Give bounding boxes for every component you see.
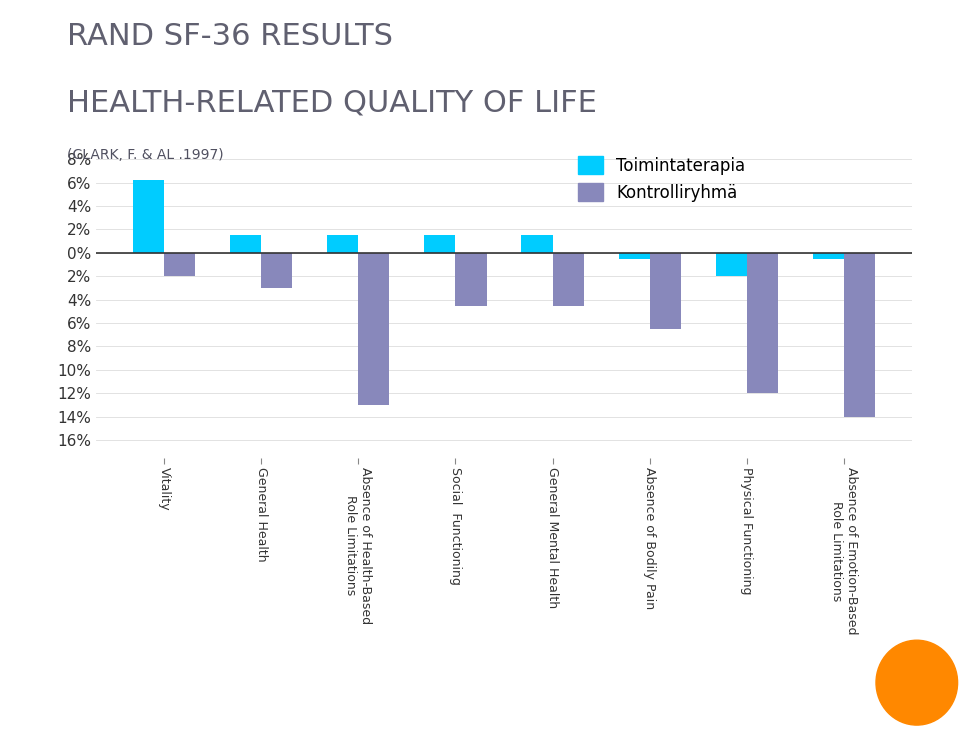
Bar: [844, 253, 875, 417]
Bar: [715, 253, 747, 276]
Bar: [747, 253, 778, 393]
Bar: [164, 253, 195, 276]
Bar: [261, 253, 293, 288]
Text: Social  Functioning: Social Functioning: [449, 467, 462, 584]
Legend: Toimintaterapia, Kontrolliryhmä: Toimintaterapia, Kontrolliryhmä: [578, 156, 745, 201]
Bar: [618, 253, 650, 259]
Bar: [455, 253, 487, 306]
Text: Vitality: Vitality: [157, 467, 171, 511]
Bar: [230, 235, 261, 253]
Bar: [813, 253, 844, 259]
Bar: [521, 235, 553, 253]
Text: Absence of Health-Based
Role Limitations: Absence of Health-Based Role Limitations: [345, 467, 372, 624]
Bar: [327, 235, 358, 253]
Bar: [553, 253, 584, 306]
Text: General Mental Health: General Mental Health: [546, 467, 559, 608]
Text: Absence of Emotion-Based
Role Limitations: Absence of Emotion-Based Role Limitation…: [829, 467, 858, 635]
Bar: [424, 235, 455, 253]
Text: Absence of Bodily Pain: Absence of Bodily Pain: [643, 467, 656, 609]
Text: Physical Functioning: Physical Functioning: [740, 467, 754, 594]
Bar: [650, 253, 681, 329]
Text: (CLARK, F. & AL .1997): (CLARK, F. & AL .1997): [67, 148, 224, 162]
Text: HEALTH-RELATED QUALITY OF LIFE: HEALTH-RELATED QUALITY OF LIFE: [67, 89, 597, 117]
Bar: [358, 253, 390, 405]
Text: General Health: General Health: [254, 467, 268, 562]
Bar: [133, 180, 164, 253]
Text: RAND SF-36 RESULTS: RAND SF-36 RESULTS: [67, 22, 394, 51]
